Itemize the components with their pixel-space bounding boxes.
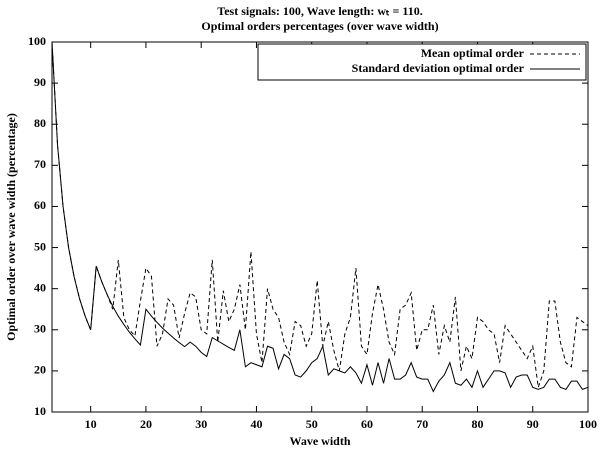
x-tick-label: 30	[195, 417, 207, 431]
x-tick-label: 70	[416, 417, 428, 431]
x-tick-label: 80	[471, 417, 483, 431]
y-tick-label: 90	[34, 75, 46, 89]
chart-title: Test signals: 100, Wave length: wₜ = 110…	[217, 4, 422, 18]
y-axis-label: Optimal order over wave width (percentag…	[4, 113, 18, 341]
y-tick-label: 40	[34, 280, 46, 294]
y-tick-label: 10	[34, 404, 46, 418]
plot-frame	[51, 41, 589, 413]
x-tick-label: 60	[361, 417, 373, 431]
x-tick-label: 50	[306, 417, 318, 431]
y-tick-label: 50	[34, 239, 46, 253]
series-line	[51, 41, 589, 393]
legend-label: Standard deviation optimal order	[352, 61, 525, 75]
x-tick-label: 100	[579, 417, 597, 431]
legend-label: Mean optimal order	[421, 46, 525, 60]
y-tick-label: 100	[28, 34, 46, 48]
x-axis-label: Wave width	[289, 434, 350, 448]
x-tick-label: 90	[527, 417, 539, 431]
x-tick-label: 40	[250, 417, 262, 431]
y-tick-label: 80	[34, 116, 46, 130]
y-tick-label: 30	[34, 322, 46, 336]
y-tick-label: 60	[34, 198, 46, 212]
x-tick-label: 20	[140, 417, 152, 431]
chart-subtitle: Optimal orders percentages (over wave wi…	[201, 19, 438, 33]
series-line	[51, 41, 589, 388]
y-tick-label: 70	[34, 157, 46, 171]
legend-box	[257, 43, 587, 81]
x-tick-label: 10	[85, 417, 97, 431]
y-tick-label: 20	[34, 363, 46, 377]
